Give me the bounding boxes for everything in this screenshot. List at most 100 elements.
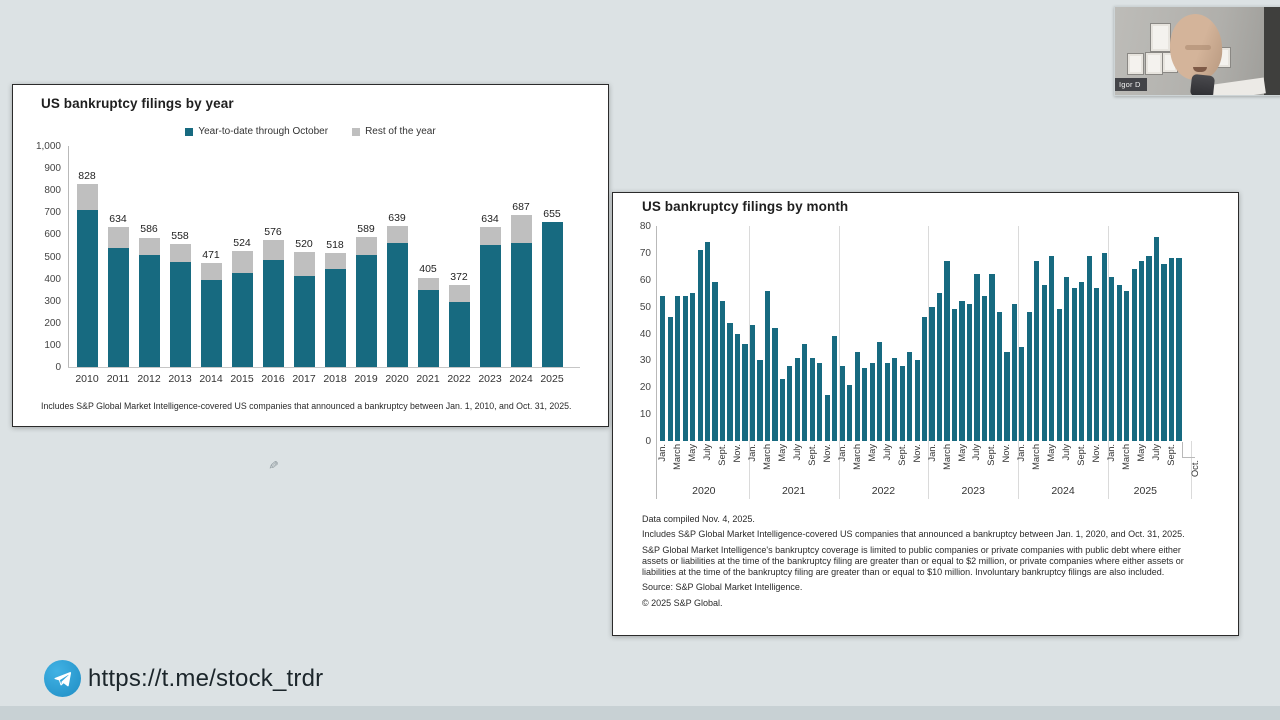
monthly-bar bbox=[862, 368, 868, 441]
telegram-url-text[interactable]: https://t.me/stock_trdr bbox=[88, 664, 324, 692]
x-axis-month-label: March bbox=[1121, 444, 1132, 470]
monthly-bar bbox=[1011, 303, 1017, 441]
x-axis-month-label: Sept. bbox=[806, 444, 817, 466]
x-axis-month-label: May bbox=[776, 444, 787, 462]
x-axis-month-label: Jan. bbox=[746, 444, 757, 462]
footnote-copyright: © 2025 S&P Global. bbox=[642, 597, 723, 608]
x-axis-year-label: 2012 bbox=[137, 373, 161, 385]
monthly-bar bbox=[667, 317, 673, 441]
footnote-data-compiled: Data compiled Nov. 4, 2025. bbox=[642, 514, 755, 524]
bar-total-label: 655 bbox=[543, 208, 561, 221]
x-axis-year-label: 2023 bbox=[478, 373, 502, 385]
month-chart-plot: 80 70 60 50 40 30 20 10 0 Jan. March May July Sept. No… bbox=[640, 221, 1200, 499]
x-axis-month-label: Nov. bbox=[821, 444, 832, 463]
bar-ytd-segment bbox=[293, 276, 315, 367]
y-tick-label: 600 bbox=[44, 229, 61, 241]
x-axis-month-label: March bbox=[941, 444, 952, 470]
bar-total-label: 634 bbox=[481, 212, 499, 225]
monthly-bar bbox=[877, 341, 883, 441]
x-axis-month-label: Sept. bbox=[1076, 444, 1087, 466]
monthly-bar bbox=[824, 395, 830, 441]
y-axis-line bbox=[68, 146, 69, 367]
year-chart-title: US bankruptcy filings by year bbox=[41, 96, 234, 111]
bar-total-label: 471 bbox=[202, 248, 220, 261]
oct-callout-label: Oct. bbox=[1190, 460, 1201, 478]
oct-callout-arm bbox=[1182, 457, 1196, 458]
bar-ytd-segment bbox=[231, 273, 253, 367]
year-chart-legend: Year-to-date through October Rest of the… bbox=[13, 126, 608, 137]
footnote-source: Source: S&P Global Market Intelligence. bbox=[642, 582, 803, 593]
bar-total-label: 589 bbox=[357, 222, 375, 235]
monthly-bar bbox=[1139, 260, 1145, 441]
monthly-bar bbox=[712, 282, 718, 441]
monthly-bar bbox=[1026, 312, 1032, 441]
bar-ytd-segment bbox=[200, 279, 222, 367]
monthly-bar bbox=[1131, 269, 1137, 441]
x-axis-month-label: March bbox=[761, 444, 772, 470]
monthly-bar bbox=[779, 379, 785, 441]
y-tick-label: 100 bbox=[44, 339, 61, 351]
monthly-bar bbox=[854, 352, 860, 441]
x-axis-year-label: 2017 bbox=[292, 373, 316, 385]
rest-swatch-icon bbox=[352, 127, 361, 136]
ytd-swatch-icon bbox=[185, 127, 194, 136]
y-tick-label: 80 bbox=[639, 221, 651, 232]
y-tick-label: 1,000 bbox=[35, 141, 61, 152]
monthly-bar bbox=[727, 322, 733, 441]
bar-rest-segment bbox=[355, 236, 377, 256]
bar-ytd-segment bbox=[541, 222, 563, 367]
certificate-frame bbox=[1150, 23, 1171, 52]
monthly-bar bbox=[892, 357, 898, 441]
x-axis-month-label: Sept. bbox=[896, 444, 907, 466]
monthly-bar bbox=[847, 384, 853, 441]
x-axis-year-label: 2016 bbox=[261, 373, 285, 385]
x-axis-year-label: 2020 bbox=[692, 485, 716, 497]
bar-total-label: 828 bbox=[78, 170, 96, 182]
monthly-bar bbox=[1101, 252, 1107, 441]
monthly-bar bbox=[772, 328, 778, 441]
x-axis-year-label: 2022 bbox=[447, 373, 471, 385]
bar-ytd-segment bbox=[355, 255, 377, 367]
legend-item-ytd: Year-to-date through October bbox=[185, 126, 328, 137]
x-axis-year-label: 2023 bbox=[961, 485, 985, 497]
x-axis-month-label: Sept. bbox=[1166, 444, 1177, 466]
x-axis-month-label: Nov. bbox=[911, 444, 922, 463]
bar-rest-segment bbox=[169, 243, 191, 263]
monthly-bar bbox=[914, 360, 920, 441]
monthly-bar bbox=[809, 357, 815, 441]
x-axis-year-label: 2024 bbox=[509, 373, 533, 385]
x-axis-month-label: May bbox=[866, 444, 877, 462]
year-divider-line bbox=[1107, 226, 1109, 499]
webcam-person-shirt bbox=[1212, 77, 1266, 95]
x-axis-month-label: July bbox=[791, 444, 802, 461]
monthly-bar bbox=[1034, 260, 1040, 441]
pencil-cursor-icon: ✎ bbox=[265, 459, 281, 471]
certificate-frame bbox=[1145, 52, 1163, 75]
bar-ytd-segment bbox=[169, 262, 191, 367]
month-chart-footnotes: Data compiled Nov. 4, 2025. Includes S&P… bbox=[642, 514, 1204, 613]
monthly-bar bbox=[1168, 258, 1175, 441]
monthly-bar bbox=[944, 260, 950, 441]
bar-total-label: 634 bbox=[109, 212, 127, 225]
webcam-person-brow bbox=[1185, 45, 1211, 50]
bar-ytd-segment bbox=[76, 210, 98, 367]
monthly-bar bbox=[697, 250, 703, 441]
right-boundary-line bbox=[1191, 441, 1192, 499]
y-tick-label: 0 bbox=[55, 362, 61, 373]
year-chart-footnote: Includes S&P Global Market Intelligence-… bbox=[41, 401, 572, 411]
monthly-bar bbox=[959, 301, 965, 441]
monthly-bar bbox=[1094, 287, 1100, 441]
x-axis-month-label: Jan. bbox=[836, 444, 847, 462]
telegram-link-row[interactable]: https://t.me/stock_trdr bbox=[44, 660, 323, 697]
x-axis-year-label: 2018 bbox=[323, 373, 347, 385]
x-axis-year-label: 2024 bbox=[1051, 485, 1075, 497]
y-tick-label: 0 bbox=[645, 436, 651, 447]
monthly-bar bbox=[974, 274, 980, 441]
x-axis-year-label: 2025 bbox=[1133, 485, 1158, 497]
monthly-bar bbox=[1124, 290, 1130, 441]
x-axis-month-label: July bbox=[1061, 444, 1072, 461]
monthly-bar bbox=[899, 365, 905, 441]
x-axis-month-label: March bbox=[672, 444, 683, 470]
monthly-bar bbox=[1116, 285, 1122, 441]
